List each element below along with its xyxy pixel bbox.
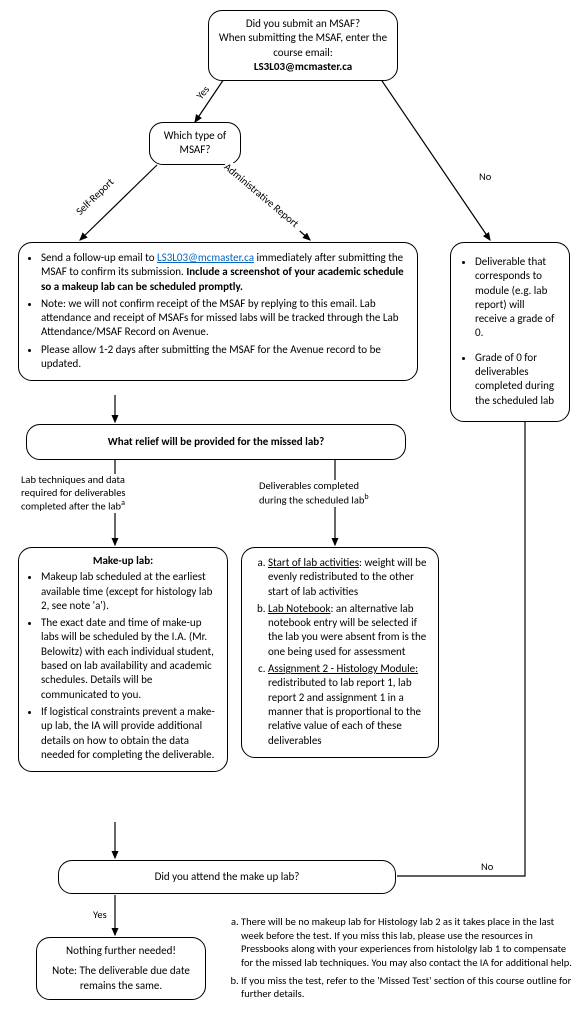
nothing-l1: Nothing further needed! — [45, 944, 197, 958]
instr-b3: Please allow 1-2 days after submitting t… — [41, 343, 409, 372]
edge-self-report: Self-Report — [72, 175, 117, 219]
footnote-a: There will be no makeup lab for Histolog… — [241, 915, 577, 970]
deliv-b: Lab Notebook: an alternative lab noteboo… — [268, 602, 430, 659]
instr-b2: Note: we will not confirm receipt of the… — [41, 297, 409, 340]
start-line2: When submitting the MSAF, enter the cour… — [217, 31, 389, 60]
deliv-c: Assignment 2 - Histology Module: redistr… — [268, 662, 430, 748]
node-deliverables: Start of lab activities: weight will be … — [241, 547, 439, 758]
edge-no2: No — [480, 860, 494, 873]
node-start: Did you submit an MSAF? When submitting … — [208, 10, 398, 81]
relief-text: What relief will be provided for the mis… — [108, 435, 325, 448]
instr-b1: Send a follow-up email to LS3L03@mcmaste… — [41, 251, 409, 294]
type-text: Which type of MSAF? — [164, 129, 227, 156]
footnotes: There will be no makeup lab for Histolog… — [225, 915, 577, 1005]
edge-admin: Administrative Report — [221, 160, 306, 234]
start-email: LS3L03@mcmaster.ca — [254, 60, 352, 73]
makeup-b2: The exact date and time of make-up labs … — [41, 616, 219, 702]
edge-no1: No — [478, 170, 492, 183]
attend-text: Did you attend the make up lab? — [155, 870, 300, 883]
edge-branch-b: Deliverables completed during the schedu… — [258, 480, 370, 507]
node-relief: What relief will be provided for the mis… — [26, 424, 406, 460]
instr-email-link[interactable]: LS3L03@mcmaster.ca — [157, 251, 254, 264]
node-instructions: Send a follow-up email to LS3L03@mcmaste… — [18, 242, 418, 381]
node-makeup: Make-up lab: Makeup lab scheduled at the… — [18, 547, 228, 772]
node-type: Which type of MSAF? — [149, 122, 241, 165]
node-nothing: Nothing further needed! Note: The delive… — [36, 937, 206, 1000]
node-no-msaf: Deliverable that corresponds to module (… — [450, 242, 570, 422]
start-line1: Did you submit an MSAF? — [217, 17, 389, 31]
edge-yes1: Yes — [193, 82, 213, 102]
nomsaf-b1: Deliverable that corresponds to module (… — [475, 255, 559, 341]
nomsaf-b2: Grade of 0 for deliverables completed du… — [475, 351, 559, 408]
node-attend: Did you attend the make up lab? — [58, 860, 396, 894]
footnote-b: If you miss the test, refer to the 'Miss… — [241, 974, 577, 1001]
makeup-b3: If logistical constraints prevent a make… — [41, 705, 219, 762]
edge-branch-a: Lab techniques and data required for del… — [20, 474, 127, 513]
makeup-title: Make-up lab: — [27, 554, 219, 568]
deliv-a: Start of lab activities: weight will be … — [268, 556, 430, 599]
makeup-b1: Makeup lab scheduled at the earliest ava… — [41, 570, 219, 613]
nothing-l2: Note: The deliverable due date remains t… — [45, 964, 197, 993]
edge-yes2: Yes — [92, 908, 108, 921]
